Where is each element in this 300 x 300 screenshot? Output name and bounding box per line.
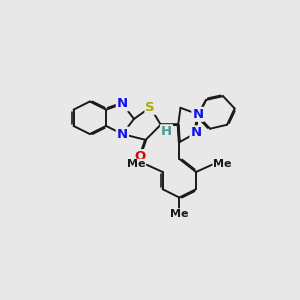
Text: O: O	[134, 150, 146, 163]
Text: N: N	[192, 108, 203, 121]
Text: H: H	[161, 125, 172, 138]
Text: Me: Me	[213, 159, 232, 169]
Text: S: S	[146, 101, 155, 114]
Text: N: N	[190, 126, 202, 140]
Text: Me: Me	[127, 159, 146, 169]
Text: N: N	[117, 128, 128, 141]
Text: N: N	[117, 97, 128, 110]
Text: Me: Me	[170, 209, 189, 219]
